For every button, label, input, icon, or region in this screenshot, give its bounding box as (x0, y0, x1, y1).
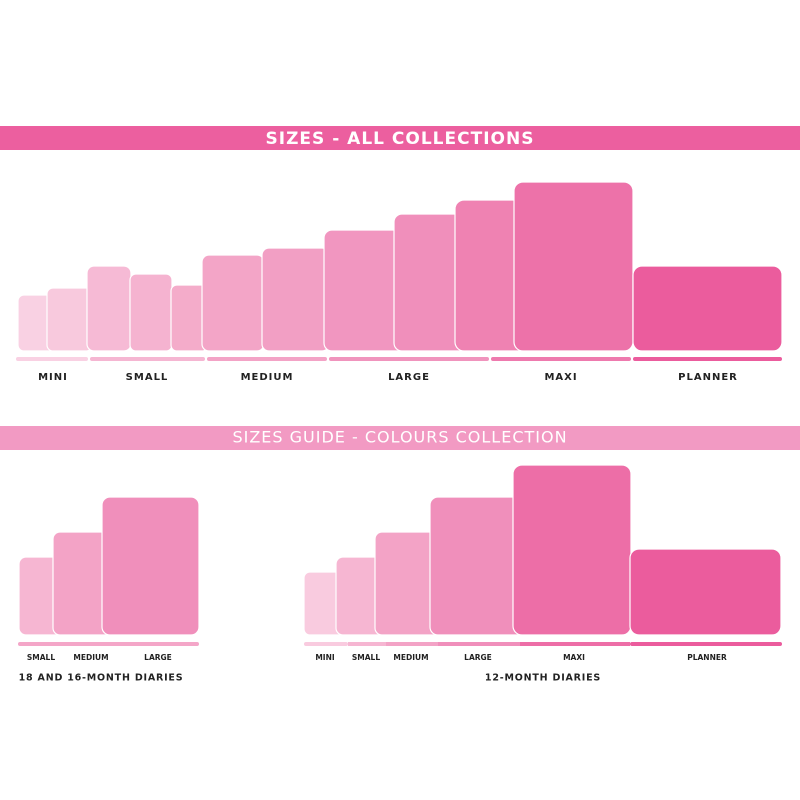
size-label: MINI (38, 372, 68, 383)
size-bar (491, 357, 631, 361)
size-label: PLANNER (678, 372, 738, 383)
diary-shape (512, 464, 632, 636)
size-label: PLANNER (687, 653, 727, 662)
size-bar (16, 357, 88, 361)
size-label: MINI (315, 653, 335, 662)
size-shapes (303, 464, 782, 636)
size-shapes (17, 181, 783, 352)
diary-shape (201, 254, 265, 352)
banner-title: SIZES GUIDE - COLOURS COLLECTION (232, 428, 567, 447)
diary-shape (86, 265, 132, 352)
size-shapes (18, 496, 200, 636)
diary-shape (629, 548, 782, 636)
size-label: MAXI (563, 653, 585, 662)
size-label: LARGE (464, 653, 492, 662)
size-label: MAXI (544, 372, 577, 383)
size-bar (630, 642, 782, 646)
diary-shape (129, 273, 173, 352)
banner (0, 126, 800, 150)
diary-shape (632, 265, 783, 352)
size-bars (304, 642, 782, 646)
size-bars (16, 357, 782, 361)
size-bar (90, 357, 205, 361)
size-bar (633, 357, 782, 361)
size-label: MEDIUM (393, 653, 428, 662)
banner-title: SIZES - ALL COLLECTIONS (266, 129, 535, 149)
size-label: MEDIUM (73, 653, 108, 662)
size-label: SMALL (126, 372, 169, 383)
banner (0, 426, 800, 450)
size-bar (438, 642, 520, 646)
size-bar (329, 357, 489, 361)
group-caption: 12-MONTH DIARIES (485, 673, 601, 684)
size-bar (348, 642, 386, 646)
size-bar (18, 642, 199, 646)
group-caption: 18 AND 16-MONTH DIARIES (19, 673, 184, 684)
size-label: SMALL (27, 653, 55, 662)
size-bar (386, 642, 438, 646)
diary-shape (46, 287, 93, 352)
diary-shape (101, 496, 200, 636)
diary-shape (261, 247, 330, 352)
size-label: LARGE (144, 653, 172, 662)
size-bar (304, 642, 348, 646)
size-label: MEDIUM (241, 372, 294, 383)
size-label: LARGE (388, 372, 430, 383)
size-bar (520, 642, 630, 646)
size-label: SMALL (352, 653, 380, 662)
size-bar (207, 357, 327, 361)
diary-shape (513, 181, 634, 352)
